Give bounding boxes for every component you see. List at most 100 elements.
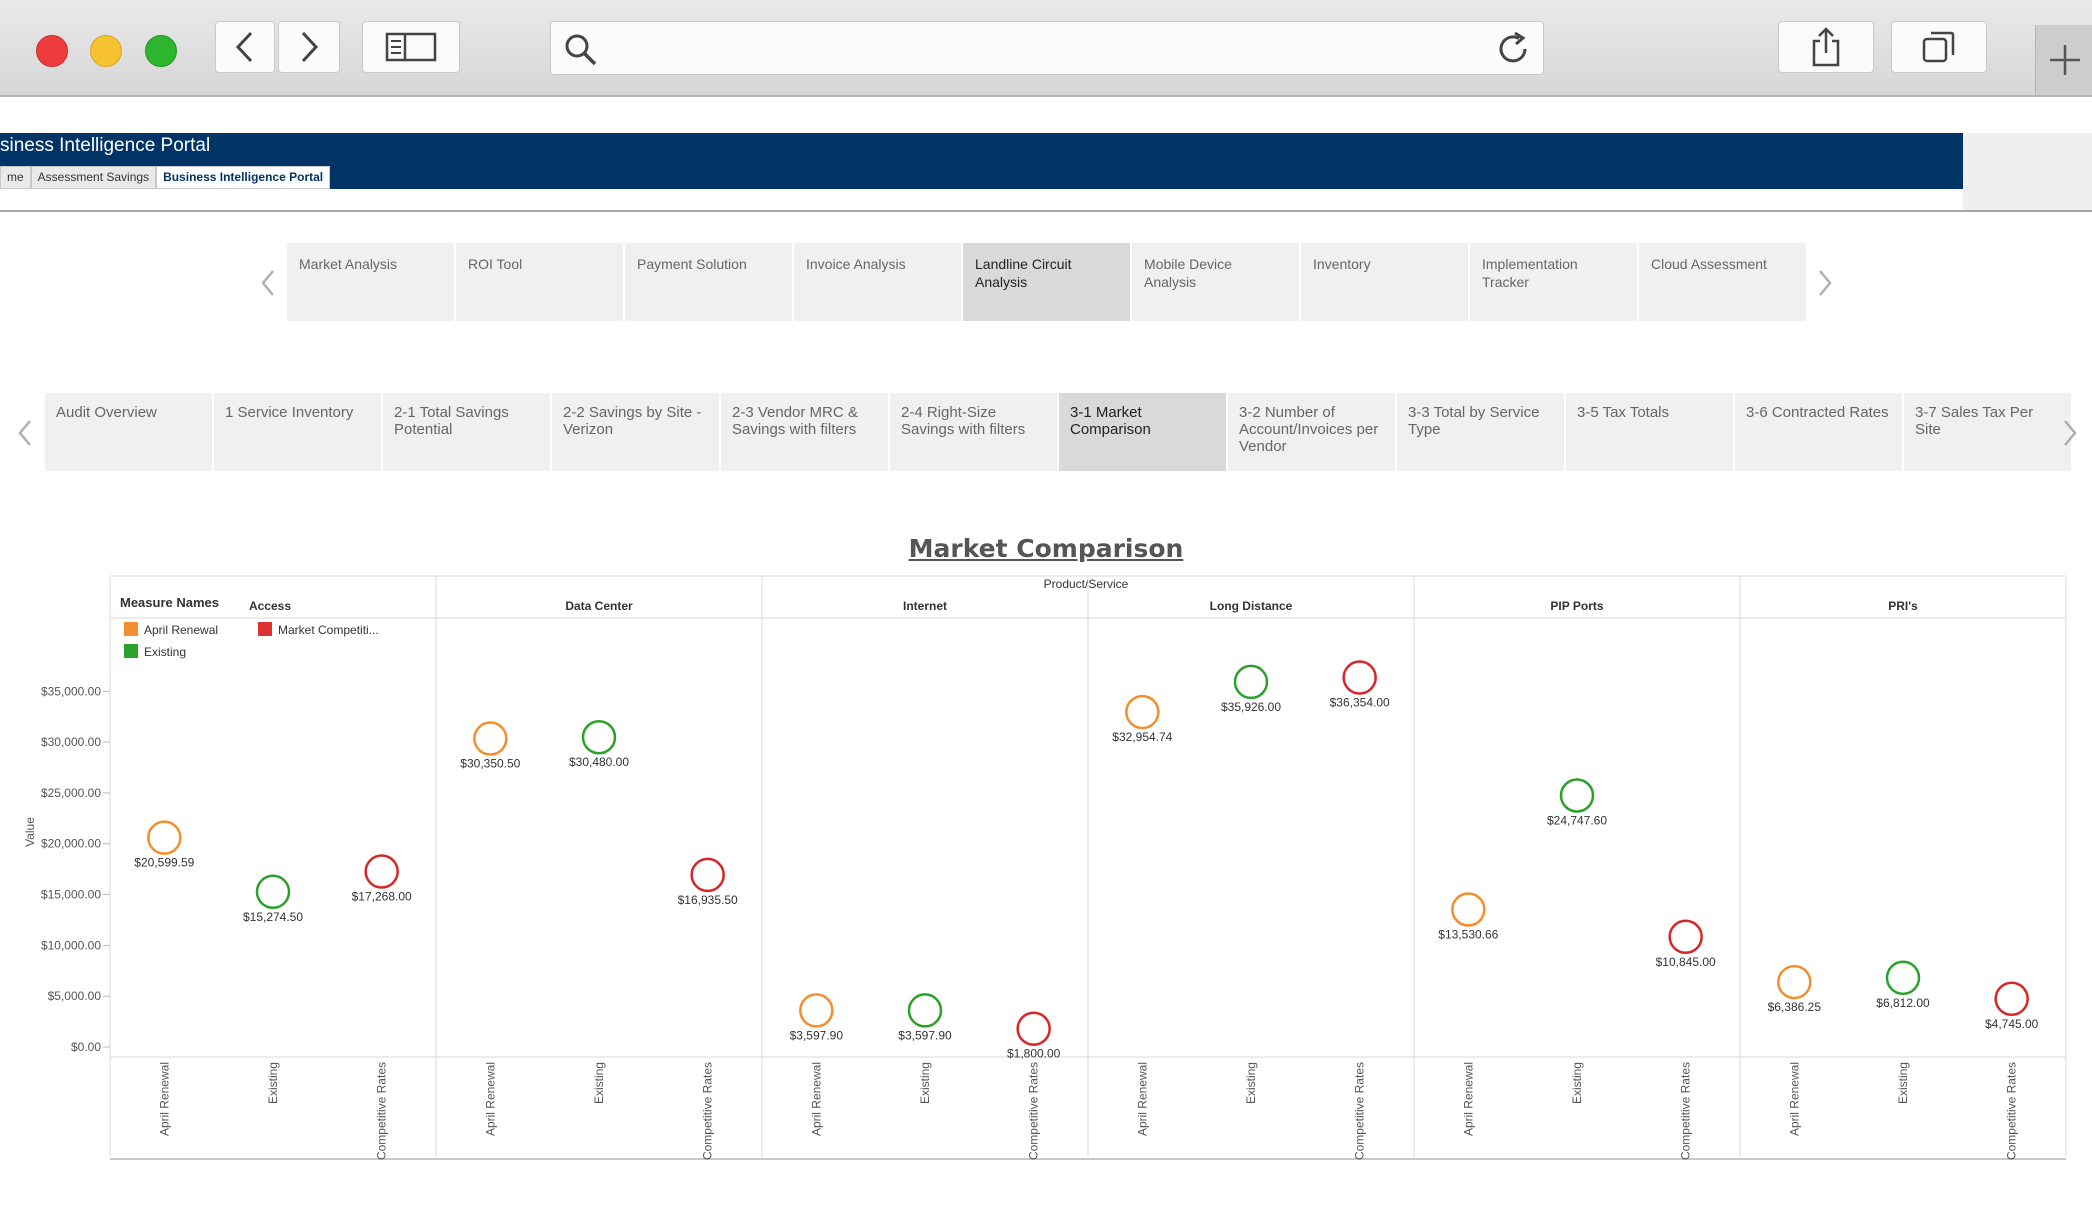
panel-internet: Internet $3,597.90 April Renewal $3,597.90 E… (790, 599, 1061, 1160)
tab-market-analysis[interactable]: Market Analysis (287, 243, 456, 321)
y-axis-label: Value (23, 817, 37, 847)
panel-header: PIP Ports (1550, 599, 1603, 613)
tab-sales-tax-per-site[interactable]: 3-7 Sales Tax Per Site (1904, 393, 2073, 471)
close-window-button[interactable] (36, 35, 68, 67)
data-point[interactable] (799, 993, 834, 1028)
tab-audit-overview[interactable]: Audit Overview (45, 393, 214, 471)
data-label: $17,268.00 (352, 890, 412, 904)
data-point[interactable] (364, 854, 399, 889)
portal-header: siness Intelligence Portal me Assessment… (0, 133, 1963, 189)
data-point[interactable] (1559, 778, 1595, 813)
data-point[interactable] (147, 820, 182, 855)
data-label: $30,350.50 (460, 757, 520, 771)
minimize-window-button[interactable] (90, 35, 122, 67)
share-button[interactable] (1778, 21, 1874, 73)
data-point[interactable] (1233, 664, 1269, 700)
tabs-icon (1922, 31, 1955, 63)
data-point[interactable] (473, 721, 508, 756)
portal-tabs: me Assessment Savings Business Intellige… (0, 166, 331, 189)
tab-implementation-tracker[interactable]: Implementation Tracker (1470, 243, 1639, 321)
panel-long-distance: Long Distance $32,954.74 April Renewal $35,… (1112, 599, 1390, 1160)
address-bar[interactable] (550, 21, 1544, 75)
data-point[interactable] (581, 719, 617, 755)
tab-market-comparison[interactable]: 3-1 Market Comparison (1059, 393, 1228, 471)
panel-header: Long Distance (1210, 599, 1293, 613)
legend-item-label: April Renewal (144, 623, 218, 637)
data-point[interactable] (907, 993, 943, 1028)
tab-total-by-service-type[interactable]: 3-3 Total by Service Type (1397, 393, 1566, 471)
tab-inventory[interactable]: Inventory (1301, 243, 1470, 321)
tab-cloud-assessment[interactable]: Cloud Assessment (1639, 243, 1808, 321)
back-button[interactable] (215, 21, 275, 73)
tab-tax-totals[interactable]: 3-5 Tax Totals (1566, 393, 1735, 471)
x-category-label: Competitive Rates (2005, 1062, 2019, 1160)
legend-item-label: Existing (144, 645, 186, 659)
tab-contracted-rates[interactable]: 3-6 Contracted Rates (1735, 393, 1904, 471)
data-label: $1,800.00 (1007, 1047, 1061, 1061)
data-point[interactable] (1125, 694, 1160, 730)
legend-title: Measure Names (120, 595, 219, 610)
data-label: $36,354.00 (1330, 696, 1390, 710)
chart-panels: Access $20,599.59 April Renewal $15,274.50 E… (134, 599, 2038, 1160)
reload-icon[interactable] (1495, 31, 1531, 67)
nav-primary-prev-icon[interactable] (258, 268, 278, 298)
tab-landline-circuit-analysis[interactable]: Landline Circuit Analysis (963, 243, 1132, 321)
legend: Measure Names April Renewal Market Compet… (120, 595, 379, 659)
data-point[interactable] (1885, 960, 1921, 996)
y-tick-label: $15,000.00 (41, 888, 101, 902)
nav-primary: Market Analysis ROI Tool Payment Solutio… (287, 243, 1808, 321)
data-point[interactable] (1342, 660, 1377, 695)
search-icon (565, 34, 597, 66)
portal-tab-assessment-savings[interactable]: Assessment Savings (30, 166, 157, 189)
tab-roi-tool[interactable]: ROI Tool (456, 243, 625, 321)
legend-swatch (124, 622, 138, 636)
tab-mobile-device-analysis[interactable]: Mobile Device Analysis (1132, 243, 1301, 321)
tab-payment-solution[interactable]: Payment Solution (625, 243, 794, 321)
portal-tab-business-intelligence[interactable]: Business Intelligence Portal (156, 166, 331, 189)
sidebar-button[interactable] (362, 21, 460, 73)
new-tab-button[interactable] (2035, 25, 2092, 95)
x-category-label: Existing (1570, 1062, 1584, 1104)
x-category-label: April Renewal (809, 1062, 823, 1136)
tab-number-of-accounts[interactable]: 3-2 Number of Account/Invoices per Vendo… (1228, 393, 1397, 471)
data-point[interactable] (1668, 919, 1703, 955)
tab-savings-by-site[interactable]: 2-2 Savings by Site - Verizon (552, 393, 721, 471)
data-point[interactable] (1777, 964, 1812, 1000)
data-label: $3,597.90 (898, 1028, 952, 1042)
data-point[interactable] (690, 857, 725, 893)
data-label: $6,386.25 (1768, 1000, 1822, 1014)
forward-button[interactable] (278, 21, 340, 73)
data-label: $35,926.00 (1221, 700, 1281, 714)
nav-secondary-prev-icon[interactable] (15, 418, 35, 448)
panel-header: Internet (903, 599, 947, 613)
data-point[interactable] (1016, 1011, 1051, 1046)
show-tabs-button[interactable] (1891, 21, 1987, 73)
y-tick-label: $30,000.00 (41, 735, 101, 749)
data-point[interactable] (1451, 892, 1486, 927)
x-category-label: Existing (1896, 1062, 1910, 1104)
tab-service-inventory[interactable]: 1 Service Inventory (214, 393, 383, 471)
market-comparison-chart: Product/Service Value $0.00 $5,000.00 $10,… (23, 575, 2067, 1160)
tab-invoice-analysis[interactable]: Invoice Analysis (794, 243, 963, 321)
y-tick-label: $35,000.00 (41, 684, 101, 698)
portal-tab-home[interactable]: me (0, 166, 31, 189)
data-label: $6,812.00 (1876, 996, 1930, 1010)
tab-total-savings-potential[interactable]: 2-1 Total Savings Potential (383, 393, 552, 471)
data-point[interactable] (1994, 981, 2029, 1017)
x-category-label: Competitive Rates (701, 1062, 715, 1160)
data-label: $16,935.50 (678, 893, 738, 907)
tab-vendor-mrc-savings[interactable]: 2-3 Vendor MRC & Savings with filters (721, 393, 890, 471)
nav-primary-next-icon[interactable] (1815, 268, 1835, 298)
x-category-label: April Renewal (1787, 1062, 1801, 1136)
zoom-window-button[interactable] (145, 35, 177, 67)
tab-right-size-savings[interactable]: 2-4 Right-Size Savings with filters (890, 393, 1059, 471)
x-category-label: Existing (918, 1062, 932, 1104)
data-label: $4,745.00 (1985, 1017, 2039, 1031)
browser-toolbar (0, 0, 2092, 97)
x-category-label: Existing (592, 1062, 606, 1104)
sidebar-icon (385, 32, 437, 62)
legend-swatch (258, 622, 272, 636)
nav-secondary-next-icon[interactable] (2060, 418, 2080, 448)
y-tick-label: $0.00 (71, 1040, 101, 1054)
data-point[interactable] (255, 874, 291, 910)
